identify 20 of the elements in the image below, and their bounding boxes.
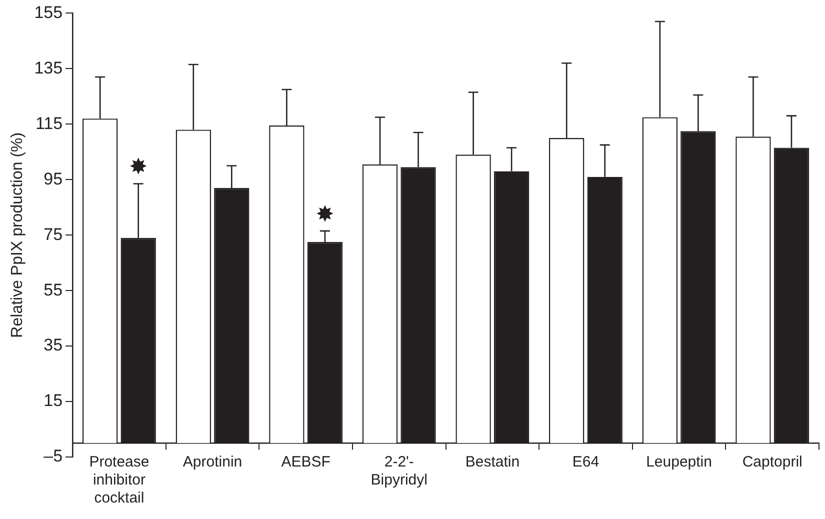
y-tick-label: –5 bbox=[44, 446, 63, 466]
annotation: ✸ bbox=[316, 202, 334, 228]
y-tick-label: 95 bbox=[44, 169, 63, 188]
y-tick-label: 75 bbox=[44, 224, 63, 244]
x-tick-label: E64 bbox=[572, 453, 600, 470]
x-tick-label: Captopril bbox=[742, 453, 802, 470]
y-tick-label: 55 bbox=[44, 280, 63, 300]
x-tick-label: Protease inhibitor cocktail bbox=[89, 453, 150, 506]
x-tick-label: AEBSF bbox=[281, 453, 330, 470]
x-tick-label: Aprotinin bbox=[182, 453, 242, 470]
y-tick-label: 15 bbox=[44, 391, 63, 410]
y-axis-title: Relative PpIX production (%) bbox=[9, 132, 26, 338]
x-tick-label: Bestatin bbox=[465, 453, 520, 470]
y-tick-label: 35 bbox=[44, 336, 63, 355]
x-tick-label: Leupeptin bbox=[646, 453, 712, 470]
x-tick-label: 2-2'-Bipyridyl bbox=[370, 453, 428, 488]
y-tick-label: 155 bbox=[34, 2, 63, 22]
y-tick-label: 115 bbox=[35, 114, 63, 133]
annotation: ✸ bbox=[129, 155, 148, 180]
y-tick-label: 135 bbox=[34, 58, 63, 78]
